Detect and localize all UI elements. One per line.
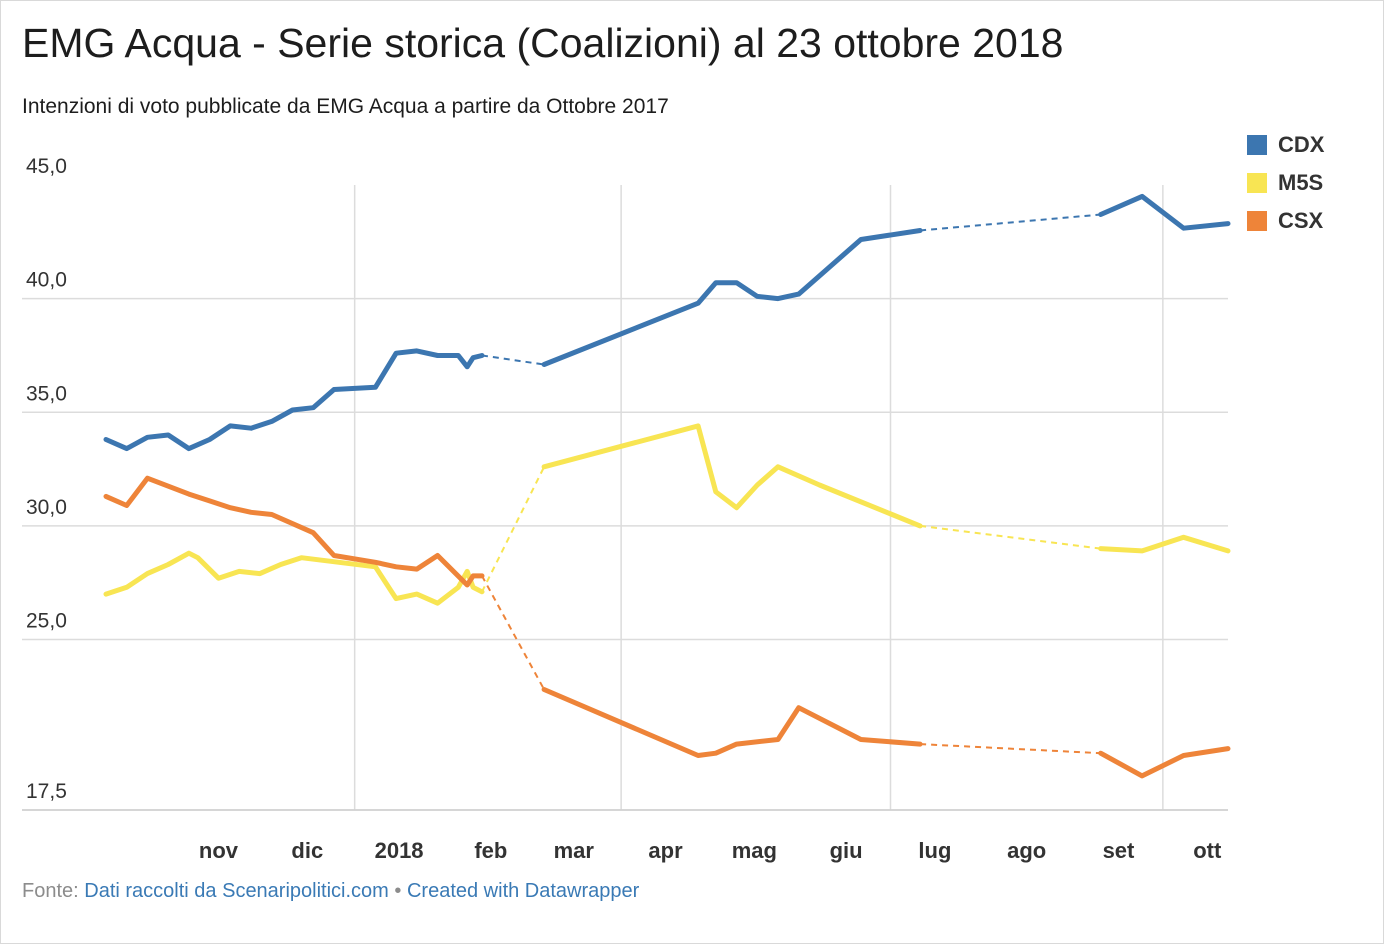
legend-swatch-m5s (1247, 173, 1267, 193)
legend-label-csx: CSX (1278, 208, 1324, 233)
chart-title: EMG Acqua - Serie storica (Coalizioni) a… (22, 20, 1064, 66)
series-gap-m5s (481, 466, 546, 593)
x-tick-label: giu (830, 838, 863, 863)
legend-item-m5s: M5S (1247, 164, 1324, 202)
x-tick-label: ago (1007, 838, 1046, 863)
series-line-m5s (103, 550, 485, 606)
datawrapper-credit-link[interactable]: Created with Datawrapper (406, 880, 640, 902)
series-line-cdx (541, 228, 923, 367)
series-line-m5s (541, 423, 923, 529)
x-tick-label: 2018 (375, 838, 424, 863)
series-gap-cdx (920, 213, 1101, 232)
x-tick-label: nov (199, 838, 239, 863)
legend-item-csx: CSX (1247, 202, 1324, 240)
legend-swatch-cdx (1247, 135, 1267, 155)
legend-item-cdx: CDX (1247, 126, 1324, 164)
chart-subtitle: Intenzioni di voto pubblicate da EMG Acq… (22, 95, 669, 118)
series-gap-m5s (919, 524, 1101, 550)
source-link[interactable]: Dati raccolti da Scenaripolitici.com (84, 880, 389, 902)
y-tick-label: 30,0 (26, 496, 67, 519)
legend-swatch-csx (1247, 211, 1267, 231)
series-line-csx (541, 687, 923, 758)
y-tick-label: 40,0 (26, 269, 67, 292)
y-tick-label: 25,0 (26, 610, 67, 633)
x-tick-label: set (1103, 838, 1135, 863)
footer-separator: • (394, 880, 402, 902)
chart-legend: CDX M5S CSX (1247, 126, 1324, 240)
y-tick-label: 35,0 (26, 382, 67, 405)
series-line-csx (103, 475, 485, 588)
x-tick-label: mag (732, 838, 777, 863)
x-tick-label: mar (554, 838, 595, 863)
series-line-cdx (1098, 193, 1231, 231)
x-tick-label: ott (1193, 838, 1222, 863)
series-line-cdx (103, 348, 485, 452)
x-tick-label: dic (291, 838, 323, 863)
series-line-csx (1098, 746, 1231, 779)
x-tick-label: feb (474, 838, 507, 863)
chart-footer: Fonte: Dati raccolti da Scenaripolitici.… (22, 880, 639, 903)
x-tick-label: lug (918, 838, 951, 863)
series-line-m5s (1098, 534, 1231, 554)
series-gap-csx (920, 743, 1101, 755)
legend-label-m5s: M5S (1278, 170, 1324, 195)
x-tick-label: apr (648, 838, 683, 863)
y-tick-label: 45,0 (26, 155, 67, 178)
series-gap-csx (481, 575, 546, 691)
footer-source-prefix: Fonte: (22, 880, 79, 902)
y-tick-label: 17,5 (26, 780, 67, 803)
legend-label-cdx: CDX (1278, 132, 1325, 157)
series-gap-cdx (481, 354, 545, 366)
